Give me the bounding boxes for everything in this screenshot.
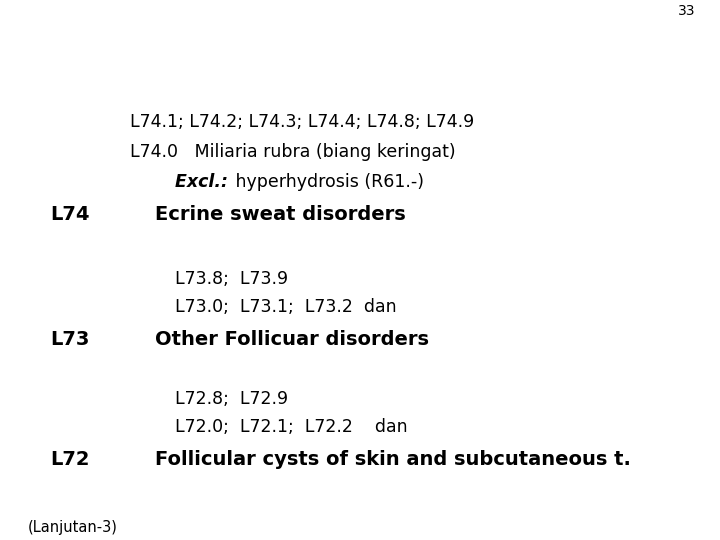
Text: L72.0;  L72.1;  L72.2    dan: L72.0; L72.1; L72.2 dan bbox=[175, 418, 408, 436]
Text: (Lanjutan-3): (Lanjutan-3) bbox=[28, 520, 118, 535]
Text: Excl.:: Excl.: bbox=[175, 173, 234, 191]
Text: hyperhydrosis (R61.-): hyperhydrosis (R61.-) bbox=[230, 173, 424, 191]
Text: 33: 33 bbox=[678, 4, 695, 18]
Text: L73: L73 bbox=[50, 330, 89, 349]
Text: Follicular cysts of skin and subcutaneous t.: Follicular cysts of skin and subcutaneou… bbox=[155, 450, 631, 469]
Text: L74.1; L74.2; L74.3; L74.4; L74.8; L74.9: L74.1; L74.2; L74.3; L74.4; L74.8; L74.9 bbox=[130, 113, 474, 131]
Text: Other Follicuar disorders: Other Follicuar disorders bbox=[155, 330, 429, 349]
Text: L74.0   Miliaria rubra (biang keringat): L74.0 Miliaria rubra (biang keringat) bbox=[130, 143, 456, 161]
Text: L73.0;  L73.1;  L73.2  dan: L73.0; L73.1; L73.2 dan bbox=[175, 298, 397, 316]
Text: L72: L72 bbox=[50, 450, 89, 469]
Text: L74: L74 bbox=[50, 205, 89, 224]
Text: L72.8;  L72.9: L72.8; L72.9 bbox=[175, 390, 288, 408]
Text: Ecrine sweat disorders: Ecrine sweat disorders bbox=[155, 205, 406, 224]
Text: L73.8;  L73.9: L73.8; L73.9 bbox=[175, 270, 288, 288]
